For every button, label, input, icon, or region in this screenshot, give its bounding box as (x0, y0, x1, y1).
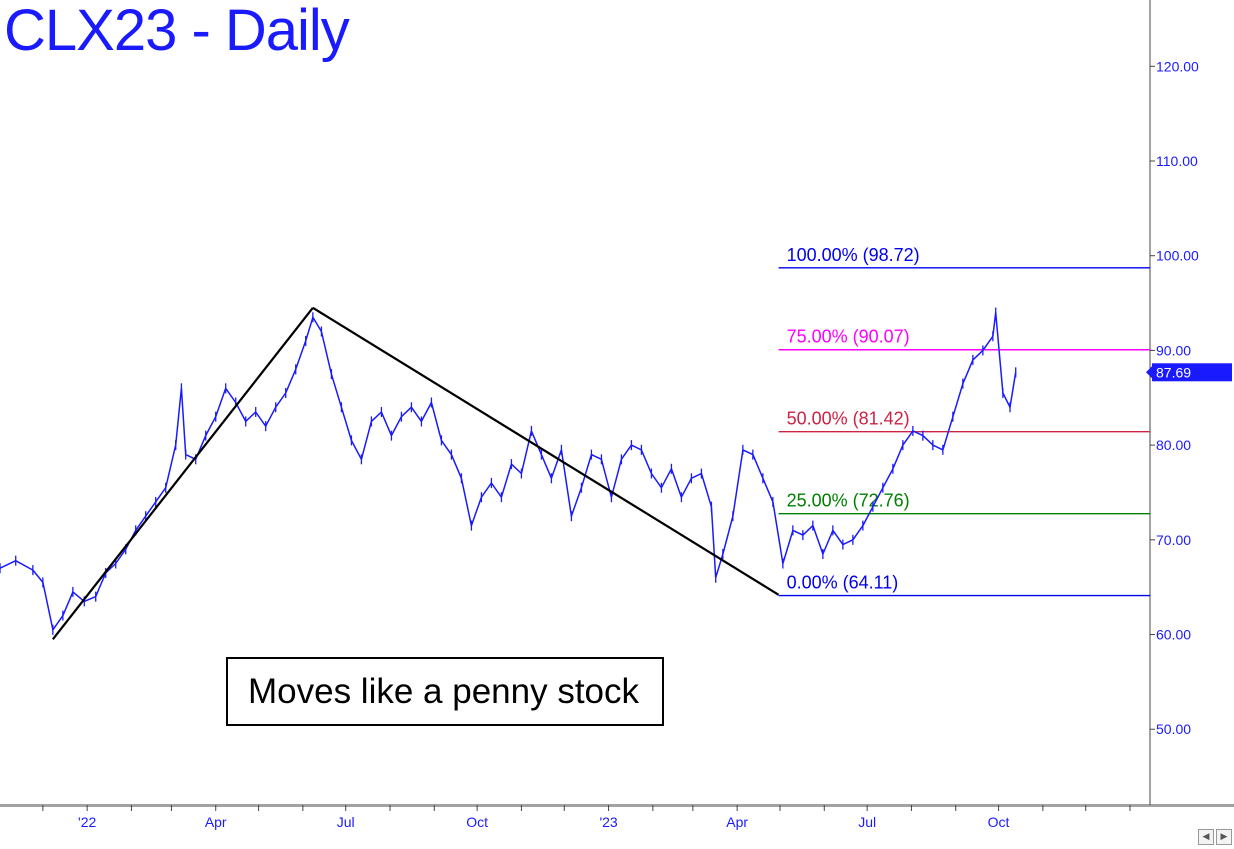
x-tick-label-0: '22 (78, 814, 96, 830)
y-tick-label-2: 70.00 (1156, 532, 1191, 548)
y-tick-label-1: 60.00 (1156, 627, 1191, 643)
annotation-text: Moves like a penny stock (248, 671, 640, 711)
x-tick-label-1: Apr (205, 814, 227, 830)
triangle-right-icon[interactable]: ▶ (1216, 829, 1232, 845)
y-tick-label-6: 110.00 (1156, 153, 1198, 169)
last-price-tag (1152, 363, 1232, 382)
y-tick-label-0: 50.00 (1156, 721, 1191, 737)
last-price-tag-arrow (1146, 366, 1152, 379)
x-tick-label-6: Jul (858, 814, 876, 830)
y-tick-label-4: 90.00 (1156, 342, 1191, 358)
x-tick-label-4: '23 (599, 814, 617, 830)
fib-label-3: 25.00% (72.76) (787, 491, 910, 511)
fib-label-2: 50.00% (81.42) (787, 409, 910, 429)
y-tick-label-7: 120.00 (1156, 58, 1199, 74)
annotation-box: Moves like a penny stock (226, 657, 664, 726)
x-tick-label-7: Oct (988, 814, 1010, 830)
fib-label-0: 100.00% (98.72) (787, 245, 920, 265)
triangle-left-icon[interactable]: ◀ (1198, 829, 1214, 845)
y-tick-label-3: 80.00 (1156, 437, 1191, 453)
x-axis-band (0, 805, 1234, 849)
trend-line-1 (312, 306, 780, 596)
chart-title: CLX23 - Daily (4, 0, 350, 63)
last-price-label: 87.69 (1156, 364, 1191, 380)
trend-line-0 (51, 307, 314, 640)
x-tick-label-3: Oct (466, 814, 488, 830)
x-tick-label-2: Jul (337, 814, 355, 830)
fib-label-1: 75.00% (90.07) (787, 327, 910, 347)
x-tick-label-5: Apr (726, 814, 748, 830)
fib-label-4: 0.00% (64.11) (787, 573, 899, 593)
y-tick-label-5: 100.00 (1156, 248, 1199, 264)
